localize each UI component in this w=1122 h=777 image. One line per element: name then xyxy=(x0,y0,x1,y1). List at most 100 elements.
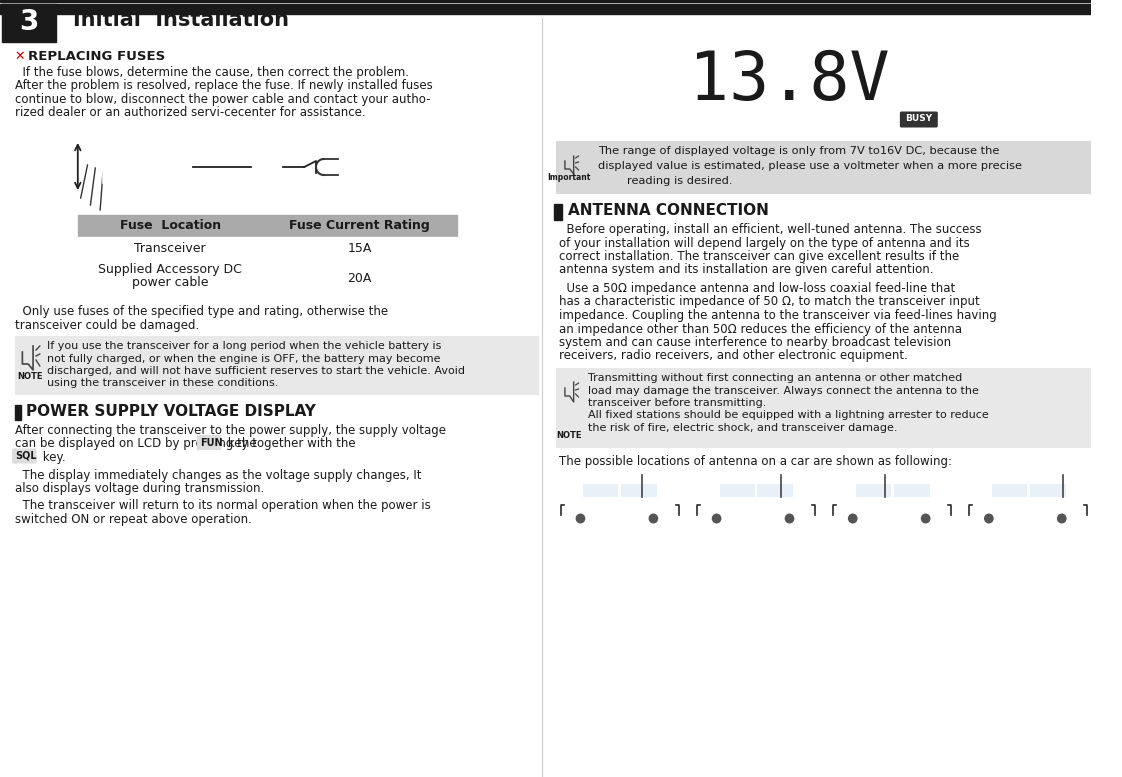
Text: 15A: 15A xyxy=(348,242,371,255)
Circle shape xyxy=(643,507,664,529)
Bar xyxy=(1030,483,1065,496)
Text: NOTE: NOTE xyxy=(18,372,43,381)
Bar xyxy=(0,4,1091,14)
Text: Fuse  Location: Fuse Location xyxy=(120,219,221,232)
Bar xyxy=(103,151,137,183)
Circle shape xyxy=(570,507,591,529)
Text: displayed value is estimated, please use a voltmeter when a more precise: displayed value is estimated, please use… xyxy=(598,161,1022,171)
Text: impedance. Coupling the antenna to the transceiver via feed-lines having: impedance. Coupling the antenna to the t… xyxy=(559,309,996,322)
Text: system and can cause interference to nearby broadcast television: system and can cause interference to nea… xyxy=(559,336,951,349)
Text: The possible locations of antenna on a car are shown as following:: The possible locations of antenna on a c… xyxy=(559,455,953,468)
Text: Transceiver: Transceiver xyxy=(135,242,206,255)
Text: All fixed stations should be equipped with a lightning arrester to reduce: All fixed stations should be equipped wi… xyxy=(588,410,988,420)
Text: switched ON or repeat above operation.: switched ON or repeat above operation. xyxy=(15,513,251,526)
FancyBboxPatch shape xyxy=(900,112,938,127)
Bar xyxy=(554,204,562,220)
Bar xyxy=(836,497,948,518)
Bar xyxy=(2,4,56,42)
Bar xyxy=(757,483,792,496)
Text: load may damage the transceiver. Always connect the antenna to the: load may damage the transceiver. Always … xyxy=(588,385,980,395)
Text: If you use the transceiver for a long period when the vehicle battery is: If you use the transceiver for a long pe… xyxy=(47,341,441,351)
Circle shape xyxy=(711,514,721,524)
FancyBboxPatch shape xyxy=(197,435,221,450)
Text: correct installation. The transceiver can give excellent results if the: correct installation. The transceiver ca… xyxy=(559,250,959,263)
Text: Before operating, install an efficient, well-tuned antenna. The success: Before operating, install an efficient, … xyxy=(559,223,982,236)
Text: transceiver before transmitting.: transceiver before transmitting. xyxy=(588,398,766,408)
Bar xyxy=(893,483,929,496)
FancyBboxPatch shape xyxy=(12,449,36,463)
Text: NOTE: NOTE xyxy=(557,430,581,440)
Text: Initial  Installation: Initial Installation xyxy=(73,10,289,30)
Bar xyxy=(853,480,931,499)
Text: BUSY: BUSY xyxy=(905,114,932,123)
Bar xyxy=(717,480,795,499)
Bar xyxy=(15,405,21,420)
Text: Fuse Current Rating: Fuse Current Rating xyxy=(289,219,430,232)
Text: continue to blow, disconnect the power cable and contact your autho-: continue to blow, disconnect the power c… xyxy=(15,93,430,106)
Bar xyxy=(583,483,617,496)
Text: The display immediately changes as the voltage supply changes, It: The display immediately changes as the v… xyxy=(15,469,421,482)
Text: using the transceiver in these conditions.: using the transceiver in these condition… xyxy=(47,378,278,388)
Text: not fully charged, or when the engine is OFF, the battery may become: not fully charged, or when the engine is… xyxy=(47,354,440,364)
Bar xyxy=(856,483,890,496)
Circle shape xyxy=(1051,507,1073,529)
Text: After connecting the transceiver to the power supply, the supply voltage: After connecting the transceiver to the … xyxy=(15,424,445,437)
Text: REPLACING FUSES: REPLACING FUSES xyxy=(28,50,165,63)
Text: SQL: SQL xyxy=(16,451,37,461)
Bar xyxy=(256,157,283,177)
Text: FUN: FUN xyxy=(201,437,223,448)
Text: 20A: 20A xyxy=(348,272,371,285)
Text: antenna system and its installation are given careful attention.: antenna system and its installation are … xyxy=(559,263,934,277)
Circle shape xyxy=(921,514,930,524)
Bar xyxy=(263,215,457,237)
Circle shape xyxy=(576,514,586,524)
Text: also displays voltage during transmission.: also displays voltage during transmissio… xyxy=(15,482,264,495)
Text: reading is desired.: reading is desired. xyxy=(598,176,733,186)
Bar xyxy=(992,483,1026,496)
Circle shape xyxy=(914,507,937,529)
Circle shape xyxy=(842,507,864,529)
Bar xyxy=(622,483,656,496)
Text: can be displayed on LCD by pressing the: can be displayed on LCD by pressing the xyxy=(15,437,260,451)
Text: 13.8V: 13.8V xyxy=(689,48,890,114)
Text: rized dealer or an authorized servi-cecenter for assistance.: rized dealer or an authorized servi-cece… xyxy=(15,106,365,120)
Text: an impedance other than 50Ω reduces the efficiency of the antenna: an impedance other than 50Ω reduces the … xyxy=(559,322,962,336)
Bar xyxy=(263,237,457,259)
Text: POWER SUPPLY VOLTAGE DISPLAY: POWER SUPPLY VOLTAGE DISPLAY xyxy=(26,404,316,419)
Text: The range of displayed voltage is only from 7V to16V DC, because the: The range of displayed voltage is only f… xyxy=(598,146,1000,156)
Text: key.: key. xyxy=(39,451,65,464)
Bar xyxy=(77,259,263,297)
Bar xyxy=(15,336,537,394)
Text: After the problem is resolved, replace the fuse. If newly installed fuses: After the problem is resolved, replace t… xyxy=(15,79,432,92)
Bar xyxy=(263,259,457,297)
Bar xyxy=(580,480,660,499)
Circle shape xyxy=(978,507,1000,529)
Bar xyxy=(973,497,1084,518)
Bar xyxy=(149,151,183,183)
Text: key together with the: key together with the xyxy=(223,437,356,451)
Text: ANTENNA CONNECTION: ANTENNA CONNECTION xyxy=(568,203,769,218)
Circle shape xyxy=(1057,514,1067,524)
Bar xyxy=(95,143,193,191)
Circle shape xyxy=(706,507,727,529)
Bar xyxy=(557,368,1091,447)
Bar xyxy=(0,0,1091,2)
Bar xyxy=(988,480,1068,499)
Text: Important: Important xyxy=(548,173,590,182)
Text: of your installation will depend largely on the type of antenna and its: of your installation will depend largely… xyxy=(559,236,969,249)
Text: receivers, radio receivers, and other electronic equipment.: receivers, radio receivers, and other el… xyxy=(559,350,908,363)
Text: the risk of fire, electric shock, and transceiver damage.: the risk of fire, electric shock, and tr… xyxy=(588,423,898,433)
Text: If the fuse blows, determine the cause, then correct the problem.: If the fuse blows, determine the cause, … xyxy=(15,66,408,79)
Bar xyxy=(564,497,675,518)
Text: Supplied Accessory DC: Supplied Accessory DC xyxy=(99,263,242,276)
Text: has a characteristic impedance of 50 Ω, to match the transceiver input: has a characteristic impedance of 50 Ω, … xyxy=(559,295,980,308)
Text: 3: 3 xyxy=(19,8,39,36)
Text: Use a 50Ω impedance antenna and low-loss coaxial feed-line that: Use a 50Ω impedance antenna and low-loss… xyxy=(559,282,955,295)
Circle shape xyxy=(784,514,794,524)
Bar xyxy=(77,215,263,237)
Text: Transmitting without first connecting an antenna or other matched: Transmitting without first connecting an… xyxy=(588,373,963,383)
Text: Only use fuses of the specified type and rating, otherwise the: Only use fuses of the specified type and… xyxy=(15,305,388,318)
Circle shape xyxy=(984,514,994,524)
Circle shape xyxy=(649,514,659,524)
Text: ✕: ✕ xyxy=(15,50,25,63)
